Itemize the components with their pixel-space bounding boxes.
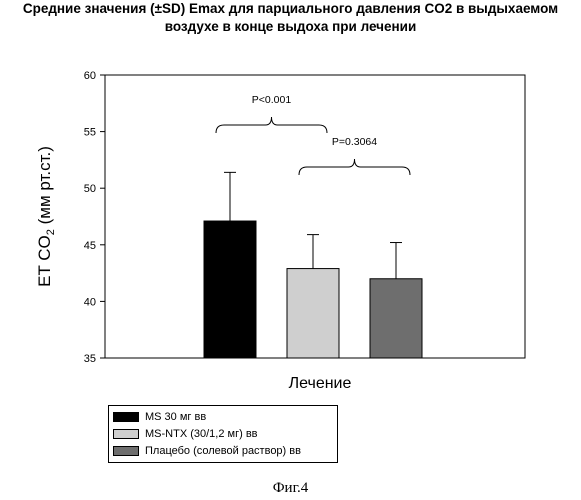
y-tick-label-55: 55 — [84, 127, 96, 139]
legend-item-1: MS 30 мг вв — [113, 410, 206, 424]
figure-caption: Фиг.4 — [0, 480, 581, 497]
legend: MS 30 мг вв MS-NTX (30/1,2 мг) вв Плацебо … — [108, 405, 338, 463]
significance-brace-1 — [216, 117, 327, 133]
legend-label-3: Плацебо (солевой раствор) вв — [145, 445, 301, 457]
bar-chart: 35 40 45 50 55 60 ET CO2 (мм рт.ст.) Лечение P<0… — [0, 0, 581, 400]
legend-item-2: MS-NTX (30/1,2 мг) вв — [113, 427, 258, 441]
legend-item-3: Плацебо (солевой раствор) вв — [113, 444, 301, 458]
legend-swatch-1 — [113, 412, 139, 422]
bar-1 — [204, 221, 256, 358]
y-tick-label-45: 45 — [84, 240, 96, 252]
y-axis-label: ET CO2 (мм рт.ст.) — [35, 146, 57, 287]
significance-brace-2 — [299, 159, 410, 175]
y-tick-label-40: 40 — [84, 296, 96, 308]
legend-swatch-3 — [113, 446, 139, 456]
legend-label-2: MS-NTX (30/1,2 мг) вв — [145, 428, 258, 440]
significance-label-2: P=0.3064 — [332, 136, 377, 148]
legend-swatch-2 — [113, 429, 139, 439]
bar-2 — [287, 269, 339, 358]
x-axis-label: Лечение — [289, 375, 352, 392]
bar-3 — [370, 279, 422, 358]
significance-label-1: P<0.001 — [252, 94, 292, 106]
legend-label-1: MS 30 мг вв — [145, 411, 206, 423]
y-tick-label-60: 60 — [84, 70, 96, 82]
y-tick-label-50: 50 — [84, 183, 96, 195]
y-tick-label-35: 35 — [84, 353, 96, 365]
